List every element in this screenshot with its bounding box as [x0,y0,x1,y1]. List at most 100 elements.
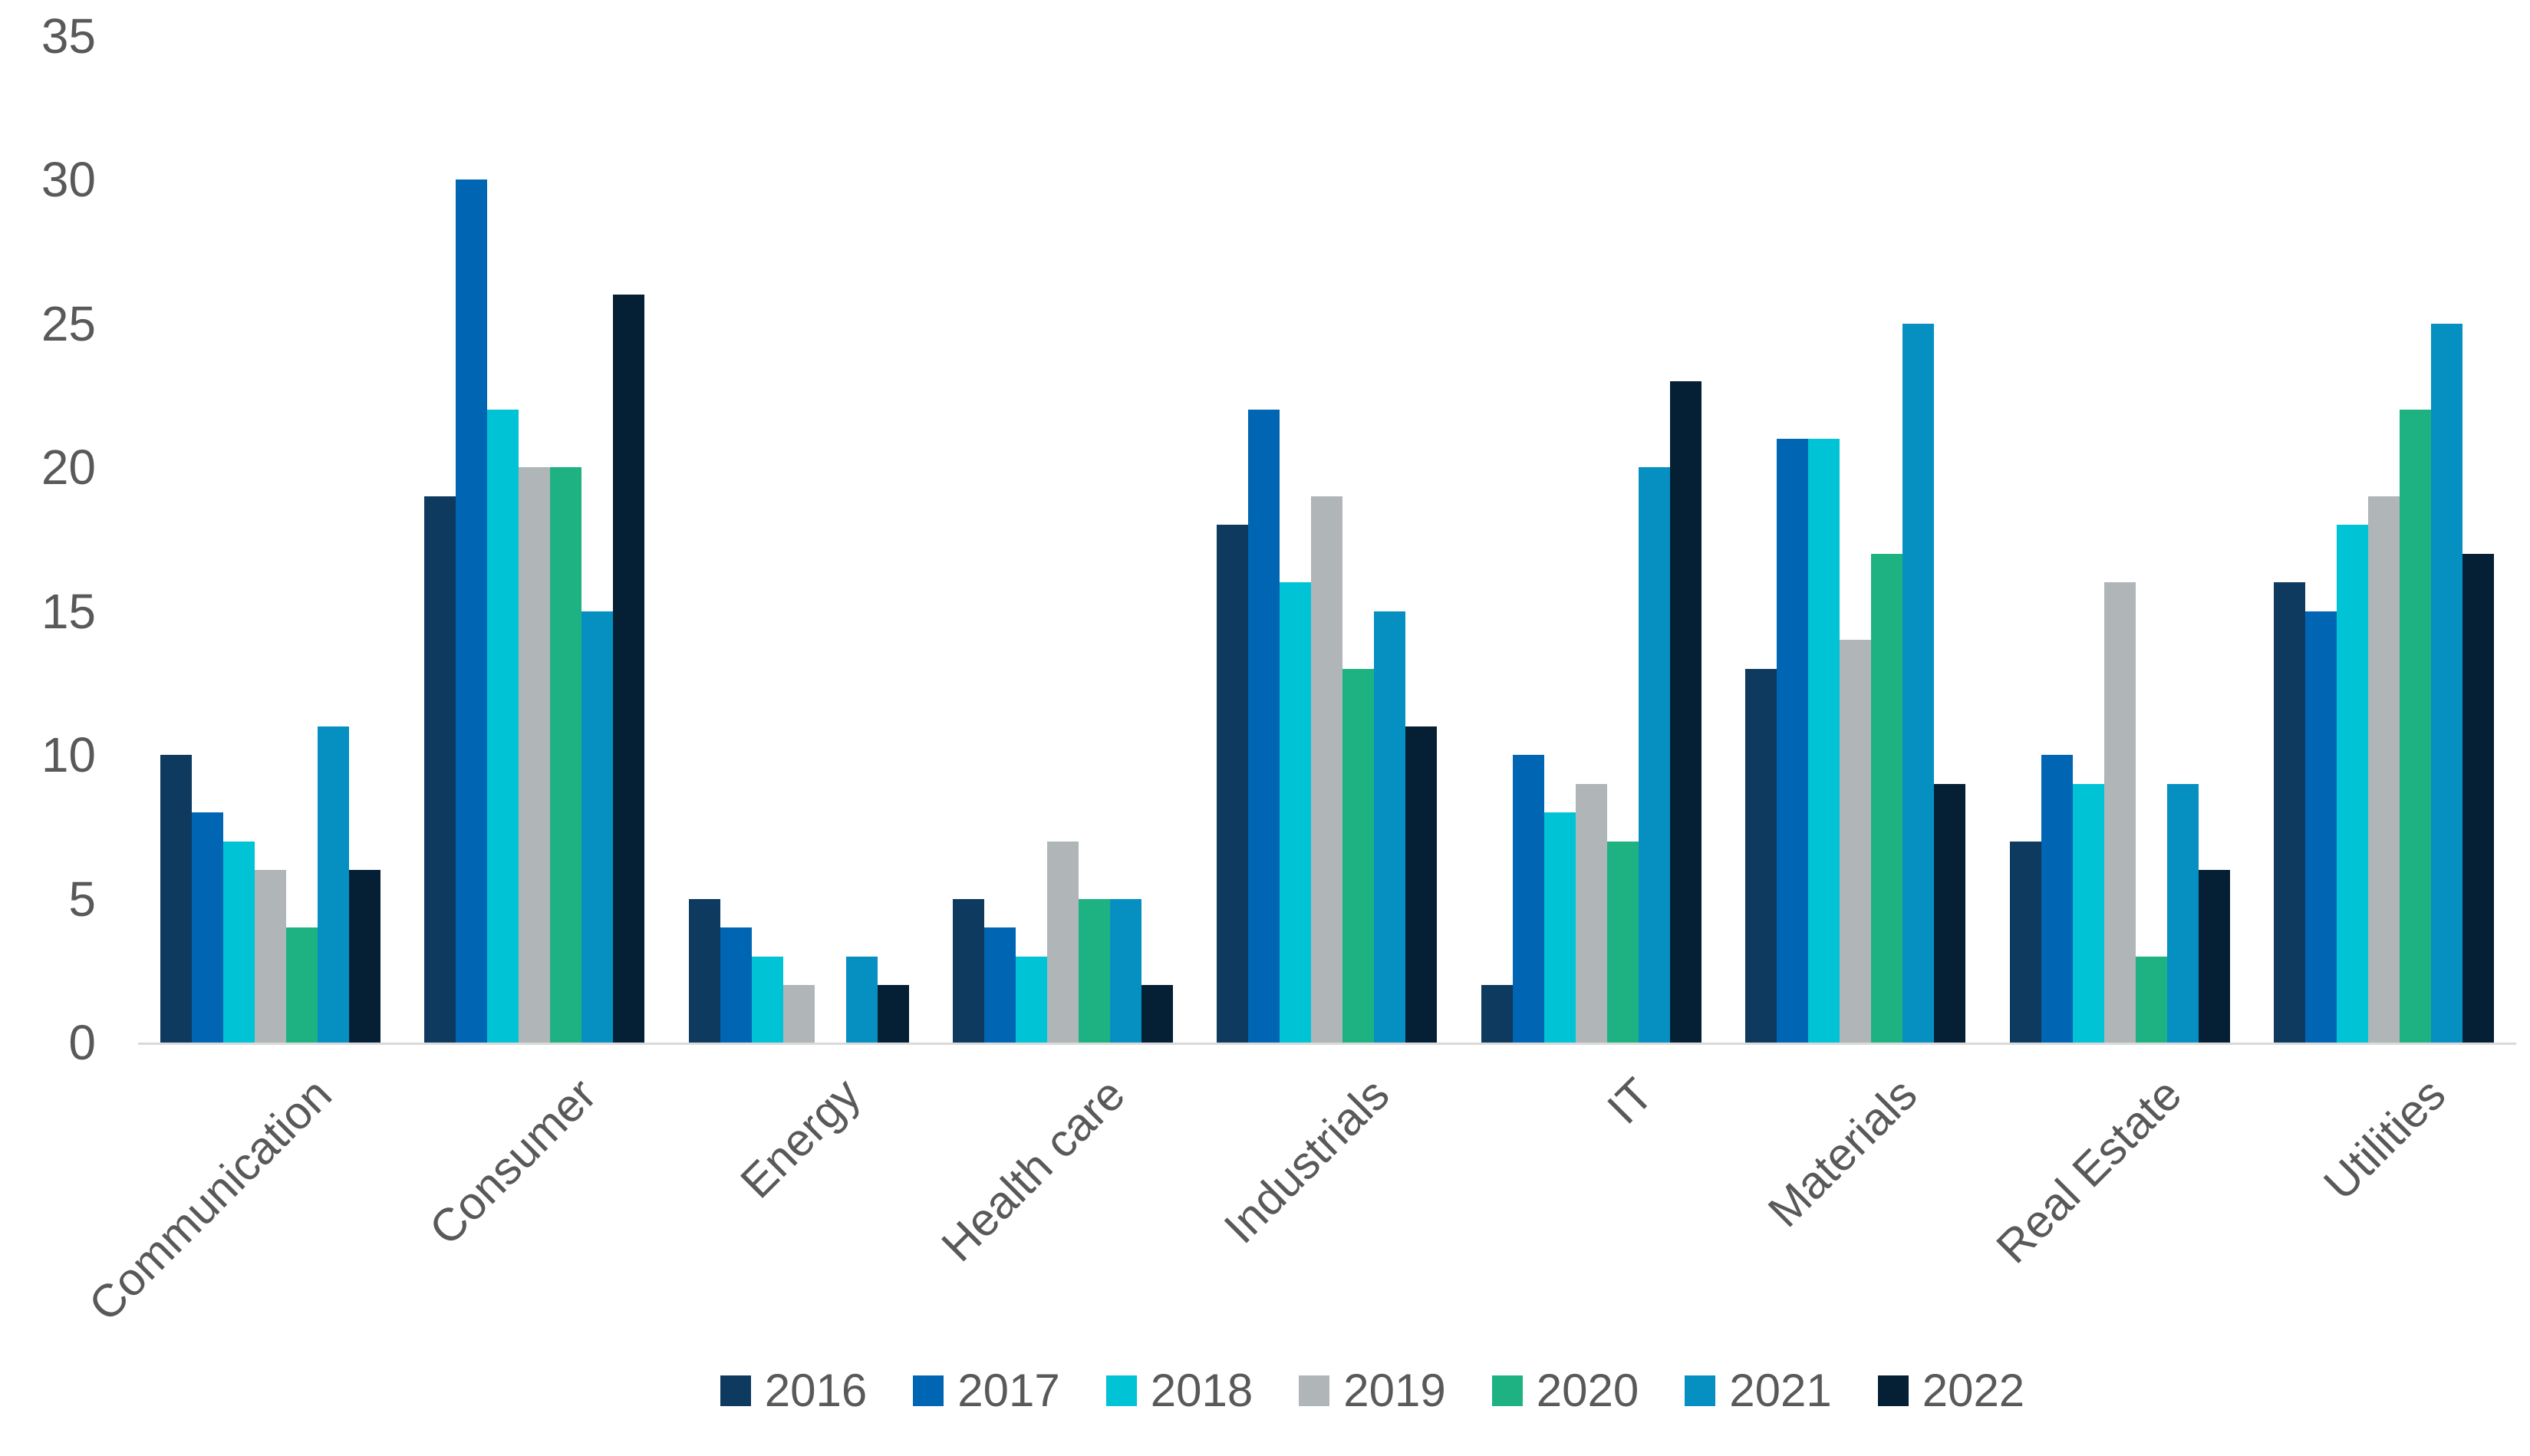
bar-2017-real-estate [2041,755,2073,1043]
bar-2017-consumer [456,180,488,1043]
bar-2018-energy [751,956,783,1043]
x-axis-line [138,1043,2516,1045]
bar-2021-materials [1902,323,1935,1043]
bar-2019-utilities [2368,496,2400,1043]
legend-label-2020: 2020 [1536,1365,1639,1416]
bar-2016-materials [1745,668,1777,1043]
y-tick-label-25: 25 [41,295,96,351]
legend-item-2020: 2020 [1491,1364,1639,1417]
bar-2016-industrials [1217,525,1249,1043]
legend-label-2019: 2019 [1343,1365,1446,1416]
legend-item-2017: 2017 [913,1364,1060,1417]
legend-label-2021: 2021 [1729,1365,1832,1416]
y-tick-label-35: 35 [41,8,96,64]
legend-label-2022: 2022 [1922,1365,2025,1416]
y-tick-label-5: 5 [68,871,96,927]
bar-group-real-estate [1988,36,2252,1043]
bar-group-energy [667,36,931,1043]
bar-2018-real-estate [2072,783,2104,1043]
bar-2016-utilities [2274,582,2306,1043]
x-axis-label-materials: Materials [1758,1068,1927,1237]
bar-2018-communication [222,841,255,1043]
bar-2019-health-care [1047,841,1079,1043]
y-tick-label-10: 10 [41,727,96,783]
bar-2021-health-care [1110,898,1142,1043]
legend: 2016 2017 2018 2019 2020 2021 2022 [0,1364,2530,1417]
bar-group-health-care [931,36,1194,1043]
legend-item-2016: 2016 [720,1364,867,1417]
legend-item-2021: 2021 [1685,1364,1832,1417]
bar-2017-materials [1777,438,1809,1043]
bar-2022-it [1669,380,1701,1043]
bar-2019-industrials [1311,496,1343,1043]
bar-2020-consumer [550,467,582,1043]
bar-2016-it [1481,985,1513,1043]
bar-2018-industrials [1280,582,1312,1043]
bar-2020-industrials [1342,668,1375,1043]
y-tick-label-20: 20 [41,440,96,496]
bar-2019-real-estate [2103,582,2136,1043]
bar-2018-consumer [487,410,519,1043]
legend-label-2018: 2018 [1150,1365,1253,1416]
x-axis-label-industrials: Industrials [1214,1068,1399,1253]
bar-group-industrials [1195,36,1459,1043]
bar-2018-it [1543,812,1576,1043]
bar-2018-materials [1808,438,1840,1043]
bar-2020-utilities [2400,410,2432,1043]
bar-2016-health-care [953,898,985,1043]
bar-2021-energy [845,956,878,1043]
bar-2017-utilities [2305,611,2337,1043]
bar-2022-consumer [613,295,645,1043]
bar-2022-materials [1934,783,1966,1043]
legend-label-2016: 2016 [764,1365,868,1416]
y-tick-label-30: 30 [41,152,96,208]
x-axis-label-consumer: Consumer [419,1068,606,1255]
legend-swatch-2021 [1685,1375,1716,1406]
bar-2018-utilities [2337,525,2369,1043]
y-tick-label-15: 15 [41,583,96,639]
bar-2020-real-estate [2135,956,2167,1043]
bar-group-utilities [2252,36,2516,1043]
bar-2019-materials [1840,640,1872,1043]
bar-2022-communication [348,870,380,1043]
bar-group-consumer [402,36,666,1043]
legend-item-2018: 2018 [1105,1364,1253,1417]
x-axis-label-health-care: Health care [931,1068,1135,1272]
bar-2022-real-estate [2198,870,2230,1043]
legend-label-2017: 2017 [957,1365,1060,1416]
bar-2017-it [1512,755,1544,1043]
bar-2017-energy [720,927,752,1043]
bar-2020-materials [1871,553,1903,1043]
x-axis-label-real-estate: Real Estate [1986,1068,2192,1273]
bar-2019-consumer [519,467,551,1043]
legend-item-2019: 2019 [1299,1364,1446,1417]
legend-swatch-2017 [913,1375,944,1406]
x-axis-label-it: IT [1597,1068,1663,1134]
bar-2017-health-care [984,927,1016,1043]
bar-2019-energy [782,985,815,1043]
y-tick-label-0: 0 [68,1015,96,1070]
legend-item-2022: 2022 [1877,1364,2025,1417]
bar-2021-real-estate [2166,783,2199,1043]
bar-2020-it [1606,841,1639,1043]
x-axis-label-communication: Communication [79,1068,342,1331]
bar-2018-health-care [1016,956,1048,1043]
bar-2016-consumer [424,496,456,1043]
bar-2021-consumer [581,611,614,1043]
bar-2017-industrials [1248,410,1280,1043]
bar-group-it [1459,36,1723,1043]
bar-2016-real-estate [2009,841,2041,1043]
plot-area [138,36,2516,1043]
bar-2021-communication [317,726,349,1043]
x-axis-label-energy: Energy [730,1068,871,1208]
legend-swatch-2020 [1491,1375,1523,1406]
bar-2020-communication [285,927,318,1043]
bar-2021-industrials [1374,611,1406,1043]
bar-2020-health-care [1079,898,1111,1043]
bar-2019-communication [254,870,286,1043]
bar-2022-utilities [2462,553,2495,1043]
x-axis-label-utilities: Utilities [2314,1068,2456,1210]
bar-2021-it [1638,467,1670,1043]
bar-group-communication [138,36,402,1043]
